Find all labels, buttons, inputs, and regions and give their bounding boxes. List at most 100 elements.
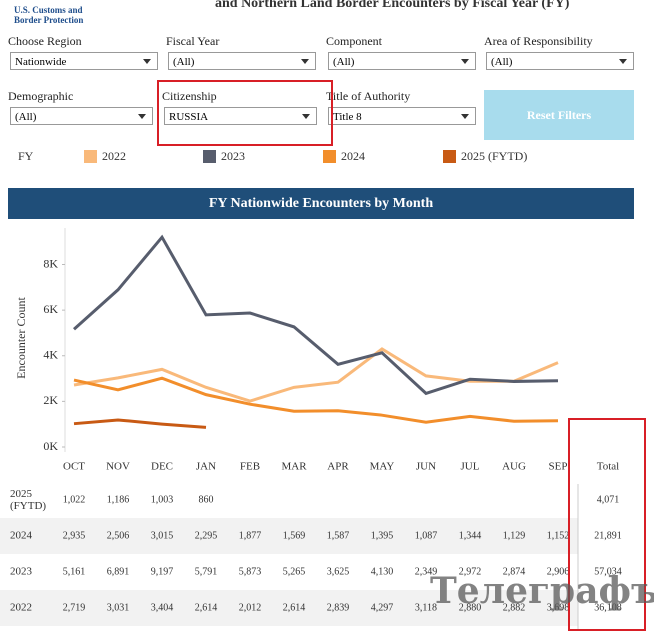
dropdown[interactable]: (All) [168, 52, 316, 70]
x-tick-label: JAN [196, 461, 216, 473]
table-cell: 3,698 [547, 602, 570, 613]
table-cell: 1,152 [547, 530, 570, 541]
table-cell: 1,587 [327, 530, 350, 541]
table-cell: 1,395 [371, 530, 394, 541]
table-cell: 2,506 [107, 530, 130, 541]
table-cell: 1,569 [283, 530, 306, 541]
dropdown[interactable]: (All) [10, 107, 153, 125]
y-tick-label: 4K [43, 348, 58, 362]
legend-label: 2023 [221, 149, 245, 163]
x-tick-label: NOV [106, 461, 130, 473]
total-header: Total [597, 461, 619, 473]
legend-label: 2025 (FYTD) [461, 149, 527, 163]
row-label: 2023 [10, 566, 33, 578]
filter-label: Demographic [8, 89, 74, 103]
filter-label: Choose Region [8, 34, 82, 48]
total-cell: 4,071 [597, 494, 620, 505]
table-cell: 9,197 [151, 566, 174, 577]
table-cell: 2,839 [327, 602, 350, 613]
table-cell: 3,031 [107, 602, 130, 613]
y-axis-label: Encounter Count [14, 297, 28, 379]
dropdown[interactable]: (All) [486, 52, 634, 70]
title-bar [8, 188, 634, 219]
dropdown[interactable]: RUSSIA [164, 107, 317, 125]
table-cell: 2,012 [239, 602, 262, 613]
dropdown[interactable]: Nationwide [10, 52, 158, 70]
table-cell: 6,891 [107, 566, 130, 577]
legend-swatch [203, 150, 216, 163]
x-tick-label: APR [327, 461, 349, 473]
table-cell: 5,873 [239, 566, 262, 577]
chart-title: FY Nationwide Encounters by Month [209, 196, 433, 211]
filter-label: Fiscal Year [166, 34, 220, 48]
x-tick-label: MAY [370, 461, 395, 473]
table-cell: 5,265 [283, 566, 306, 577]
table-cell: 2,882 [503, 602, 526, 613]
table-cell: 2,349 [415, 566, 438, 577]
table-cell: 2,719 [63, 602, 86, 613]
dropdown[interactable]: (All) [328, 52, 476, 70]
filter-label: Component [326, 34, 382, 48]
series-line [73, 376, 559, 424]
table-cell: 1,022 [63, 494, 86, 505]
legend-label: 2022 [102, 149, 126, 163]
table-cell: 5,161 [63, 566, 86, 577]
legend-title: FY [18, 149, 34, 163]
filter-label: Title of Authority [326, 89, 411, 103]
x-tick-label: AUG [502, 461, 526, 473]
table-cell: 3,118 [415, 602, 437, 613]
watermark: Телеграфъ [430, 570, 654, 612]
table-cell: 1,877 [239, 530, 262, 541]
table-cell: 2,906 [547, 566, 570, 577]
filter-label: Citizenship [162, 89, 217, 103]
series-line [72, 234, 559, 396]
table-cell: 1,344 [459, 530, 482, 541]
row-bg [0, 590, 578, 626]
page-title: and Northern Land Border Encounters by F… [215, 0, 570, 11]
logo: U.S. Customs and Border Protection [14, 5, 84, 25]
table-cell: 860 [199, 494, 214, 505]
table-cell: 2,614 [195, 602, 218, 613]
x-tick-label: DEC [151, 461, 173, 473]
highlight-box [157, 80, 333, 146]
legend-swatch [443, 150, 456, 163]
dropdown[interactable]: Title 8 [328, 107, 476, 125]
table-cell: 2,972 [459, 566, 482, 577]
row-label: 2024 [10, 530, 33, 542]
row-bg [0, 518, 578, 554]
table-cell: 3,625 [327, 566, 350, 577]
total-cell: 36,108 [594, 602, 622, 613]
table-cell: 4,297 [371, 602, 394, 613]
x-tick-label: SEP [549, 461, 568, 473]
series-line [73, 347, 559, 403]
table-cell: 1,129 [503, 530, 526, 541]
table-cell: 2,874 [503, 566, 526, 577]
y-tick-label: 0K [43, 439, 58, 453]
total-cell: 21,891 [594, 530, 622, 541]
legend-swatch [84, 150, 97, 163]
reset-button[interactable]: Reset Filters [484, 90, 634, 140]
x-tick-label: OCT [63, 461, 85, 473]
table-cell: 4,130 [371, 566, 394, 577]
series-line [73, 418, 207, 429]
table-cell: 2,614 [283, 602, 306, 613]
table-cell: 2,935 [63, 530, 86, 541]
filter-label: Area of Responsibility [484, 34, 593, 48]
legend-label: 2024 [341, 149, 365, 163]
x-tick-label: FEB [240, 461, 260, 473]
table-cell: 3,404 [151, 602, 174, 613]
total-cell: 57,034 [594, 566, 622, 577]
table-cell: 1,087 [415, 530, 438, 541]
row-label: 2022 [10, 602, 32, 614]
table-cell: 1,003 [151, 494, 174, 505]
row-label: 2025 (FYTD) [10, 488, 46, 512]
legend-swatch [323, 150, 336, 163]
x-tick-label: JUL [461, 461, 480, 473]
total-col [578, 484, 634, 629]
table-cell: 1,186 [107, 494, 130, 505]
table-cell: 2,295 [195, 530, 218, 541]
x-tick-label: JUN [416, 461, 436, 473]
table-cell: 2,880 [459, 602, 482, 613]
